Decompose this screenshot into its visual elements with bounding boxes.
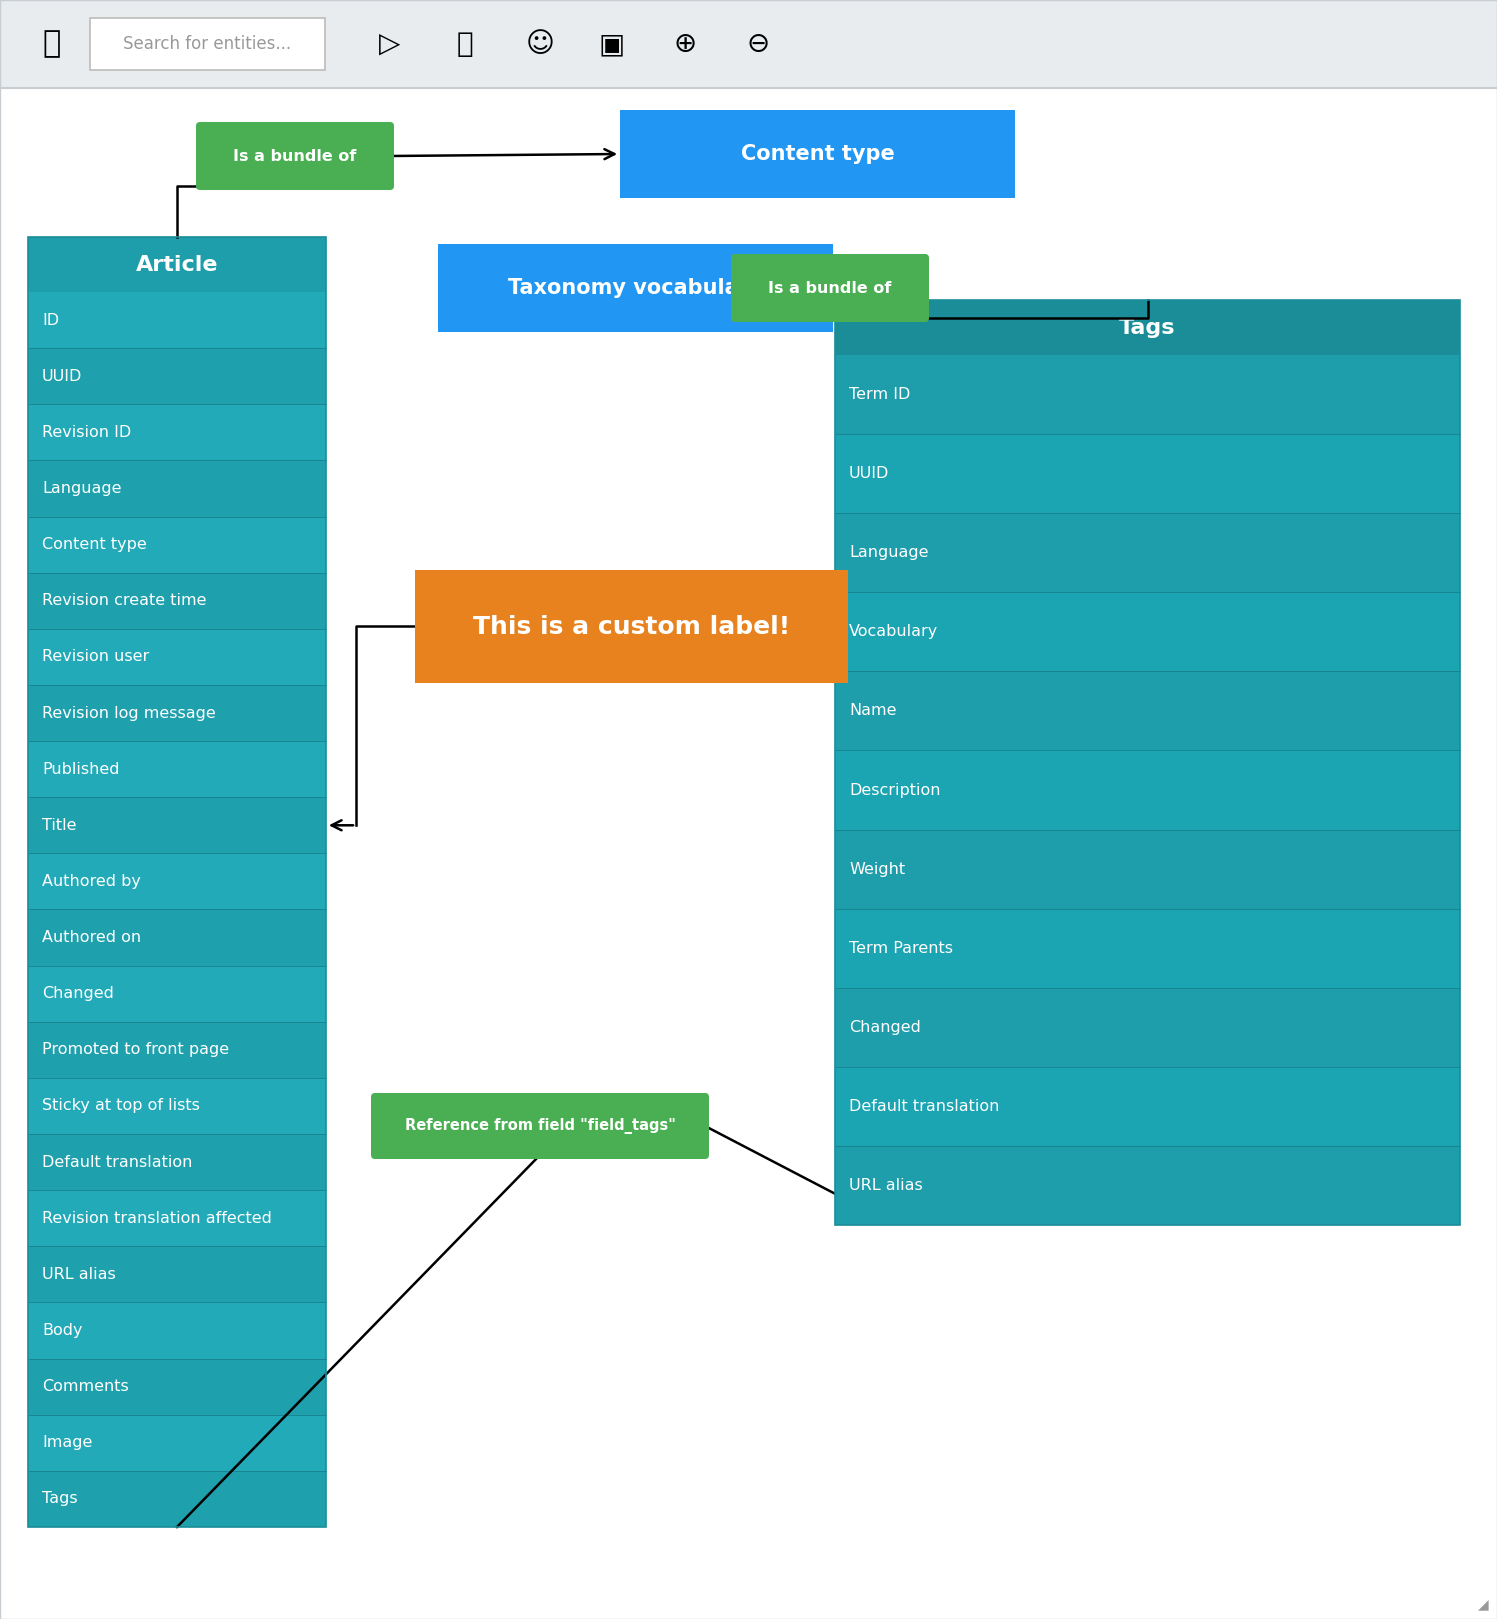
Text: Vocabulary: Vocabulary	[849, 625, 939, 640]
Text: Search for entities...: Search for entities...	[123, 36, 292, 53]
FancyBboxPatch shape	[28, 685, 326, 742]
FancyBboxPatch shape	[28, 742, 326, 797]
Text: UUID: UUID	[42, 369, 82, 384]
FancyBboxPatch shape	[415, 570, 847, 683]
FancyBboxPatch shape	[620, 110, 1015, 198]
Text: Title: Title	[42, 818, 76, 832]
Text: ▷: ▷	[379, 31, 401, 58]
Text: Language: Language	[42, 481, 121, 495]
FancyBboxPatch shape	[28, 1133, 326, 1190]
FancyBboxPatch shape	[28, 405, 326, 460]
Text: 〜: 〜	[457, 31, 473, 58]
FancyBboxPatch shape	[28, 628, 326, 685]
FancyBboxPatch shape	[835, 593, 1460, 672]
FancyBboxPatch shape	[28, 853, 326, 910]
FancyBboxPatch shape	[28, 1415, 326, 1472]
FancyBboxPatch shape	[28, 1247, 326, 1302]
Text: ▣: ▣	[599, 31, 626, 58]
FancyBboxPatch shape	[28, 573, 326, 628]
Text: Article: Article	[136, 254, 219, 275]
Text: Term Parents: Term Parents	[849, 941, 954, 955]
Text: ☺: ☺	[525, 31, 554, 58]
Text: UUID: UUID	[849, 466, 889, 481]
Text: Is a bundle of: Is a bundle of	[234, 149, 356, 164]
FancyBboxPatch shape	[90, 18, 325, 70]
FancyBboxPatch shape	[28, 1190, 326, 1247]
FancyBboxPatch shape	[28, 348, 326, 405]
Text: Taxonomy vocabulary: Taxonomy vocabulary	[507, 278, 763, 298]
Text: 🔍: 🔍	[43, 29, 61, 58]
Text: Reference from field "field_tags": Reference from field "field_tags"	[404, 1119, 675, 1133]
Text: ID: ID	[42, 312, 58, 327]
Text: Revision create time: Revision create time	[42, 593, 207, 609]
FancyBboxPatch shape	[28, 1302, 326, 1358]
FancyBboxPatch shape	[196, 121, 394, 189]
Text: Comments: Comments	[42, 1379, 129, 1394]
Text: Revision user: Revision user	[42, 649, 150, 664]
FancyBboxPatch shape	[28, 965, 326, 1022]
Text: Language: Language	[849, 546, 928, 560]
FancyBboxPatch shape	[835, 1067, 1460, 1146]
Text: Revision translation affected: Revision translation affected	[42, 1211, 272, 1226]
Text: Body: Body	[42, 1323, 82, 1337]
Text: Authored by: Authored by	[42, 874, 141, 889]
FancyBboxPatch shape	[28, 236, 326, 291]
FancyBboxPatch shape	[28, 797, 326, 853]
Text: Revision log message: Revision log message	[42, 706, 216, 720]
Text: Term ID: Term ID	[849, 387, 910, 402]
FancyBboxPatch shape	[835, 751, 1460, 829]
FancyBboxPatch shape	[835, 908, 1460, 988]
FancyBboxPatch shape	[835, 434, 1460, 513]
FancyBboxPatch shape	[371, 1093, 710, 1159]
Text: Description: Description	[849, 782, 940, 798]
Text: URL alias: URL alias	[849, 1179, 922, 1193]
FancyBboxPatch shape	[835, 1146, 1460, 1226]
Text: This is a custom label!: This is a custom label!	[473, 615, 790, 638]
Text: Image: Image	[42, 1436, 93, 1451]
Text: Content type: Content type	[42, 538, 147, 552]
FancyBboxPatch shape	[28, 1358, 326, 1415]
FancyBboxPatch shape	[835, 513, 1460, 593]
FancyBboxPatch shape	[835, 829, 1460, 908]
FancyBboxPatch shape	[28, 1078, 326, 1133]
Text: ⊖: ⊖	[747, 31, 769, 58]
FancyBboxPatch shape	[835, 300, 1460, 355]
FancyBboxPatch shape	[835, 672, 1460, 751]
FancyBboxPatch shape	[835, 355, 1460, 434]
Text: Promoted to front page: Promoted to front page	[42, 1043, 229, 1057]
FancyBboxPatch shape	[0, 87, 1497, 1619]
Text: ◢: ◢	[1479, 1596, 1490, 1611]
Text: Is a bundle of: Is a bundle of	[768, 280, 892, 296]
Text: Changed: Changed	[849, 1020, 921, 1035]
FancyBboxPatch shape	[28, 516, 326, 573]
Text: Default translation: Default translation	[42, 1154, 193, 1169]
FancyBboxPatch shape	[28, 1472, 326, 1527]
Text: ⊕: ⊕	[674, 31, 696, 58]
FancyBboxPatch shape	[28, 291, 326, 348]
FancyBboxPatch shape	[835, 988, 1460, 1067]
Text: Weight: Weight	[849, 861, 906, 876]
Text: Changed: Changed	[42, 986, 114, 1001]
Text: Revision ID: Revision ID	[42, 424, 132, 440]
Text: Published: Published	[42, 761, 120, 777]
FancyBboxPatch shape	[28, 1022, 326, 1078]
Text: URL alias: URL alias	[42, 1268, 115, 1282]
Text: Sticky at top of lists: Sticky at top of lists	[42, 1098, 201, 1114]
Text: Default translation: Default translation	[849, 1099, 1000, 1114]
Text: Tags: Tags	[42, 1491, 78, 1506]
FancyBboxPatch shape	[439, 244, 832, 332]
Text: Tags: Tags	[1120, 317, 1175, 337]
FancyBboxPatch shape	[731, 254, 930, 322]
FancyBboxPatch shape	[0, 0, 1497, 87]
Text: Content type: Content type	[741, 144, 894, 164]
Text: Name: Name	[849, 703, 897, 719]
FancyBboxPatch shape	[28, 460, 326, 516]
FancyBboxPatch shape	[28, 910, 326, 965]
Text: Authored on: Authored on	[42, 929, 141, 945]
